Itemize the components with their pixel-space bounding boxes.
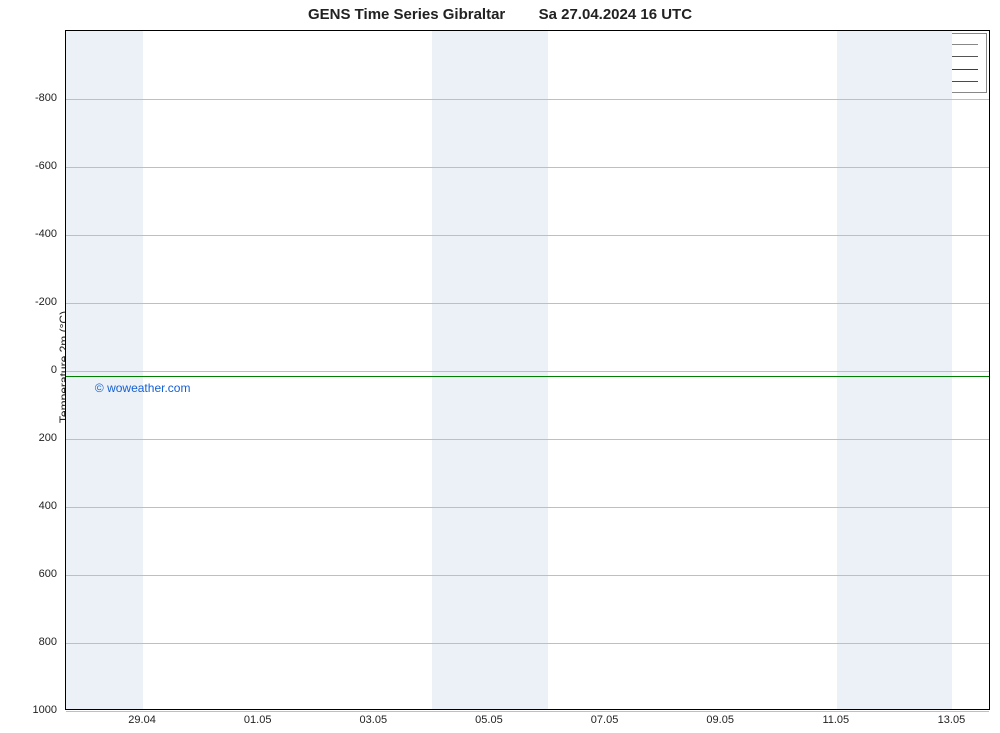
weekend-band xyxy=(432,31,548,709)
y-gridline xyxy=(66,507,989,508)
x-tick-label: 01.05 xyxy=(233,714,283,726)
y-tick-label: 400 xyxy=(0,500,57,512)
x-tick-label: 05.05 xyxy=(464,714,514,726)
y-gridline xyxy=(66,643,989,644)
chart-title-right: Sa 27.04.2024 16 UTC xyxy=(539,6,692,23)
y-tick-label: -600 xyxy=(0,160,57,172)
y-gridline xyxy=(66,439,989,440)
weekend-band xyxy=(66,31,143,709)
x-tick-label: 11.05 xyxy=(811,714,861,726)
y-gridline xyxy=(66,303,989,304)
weekend-band xyxy=(837,31,953,709)
x-tick-label: 13.05 xyxy=(926,714,976,726)
legend-item-swatch xyxy=(950,69,978,70)
x-tick-label: 07.05 xyxy=(580,714,630,726)
x-tick-label: 29.04 xyxy=(117,714,167,726)
y-gridline xyxy=(66,99,989,100)
y-tick-label: -800 xyxy=(0,92,57,104)
y-tick-label: -200 xyxy=(0,296,57,308)
y-gridline xyxy=(66,371,989,372)
y-tick-label: 1000 xyxy=(0,704,57,716)
y-gridline xyxy=(66,575,989,576)
chart-title: GENS Time Series Gibraltar Sa 27.04.2024… xyxy=(0,6,1000,23)
plot-area: min/maxStandard deviationEnsemble mean r… xyxy=(65,30,990,710)
y-tick-label: -400 xyxy=(0,228,57,240)
legend-item-swatch xyxy=(950,81,978,82)
y-tick-label: 0 xyxy=(0,364,57,376)
y-tick-label: 200 xyxy=(0,432,57,444)
x-tick-label: 03.05 xyxy=(348,714,398,726)
control-run-line xyxy=(66,376,989,377)
y-gridline xyxy=(66,167,989,168)
legend-item-swatch xyxy=(950,44,978,45)
y-gridline xyxy=(66,711,989,712)
y-tick-label: 600 xyxy=(0,568,57,580)
x-tick-label: 09.05 xyxy=(695,714,745,726)
chart-title-left: GENS Time Series Gibraltar xyxy=(308,6,505,23)
legend-item-swatch xyxy=(950,56,978,57)
y-gridline xyxy=(66,235,989,236)
chart-container: GENS Time Series Gibraltar Sa 27.04.2024… xyxy=(0,0,1000,733)
y-tick-label: 800 xyxy=(0,636,57,648)
